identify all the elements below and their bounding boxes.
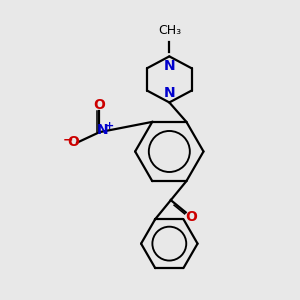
Text: O: O	[93, 98, 105, 112]
Text: N: N	[164, 86, 175, 100]
Text: CH₃: CH₃	[158, 24, 181, 37]
Text: O: O	[68, 135, 80, 149]
Text: N: N	[97, 123, 109, 137]
Text: N: N	[164, 59, 175, 73]
Text: −: −	[63, 134, 74, 147]
Text: O: O	[186, 210, 197, 224]
Text: +: +	[105, 121, 114, 131]
